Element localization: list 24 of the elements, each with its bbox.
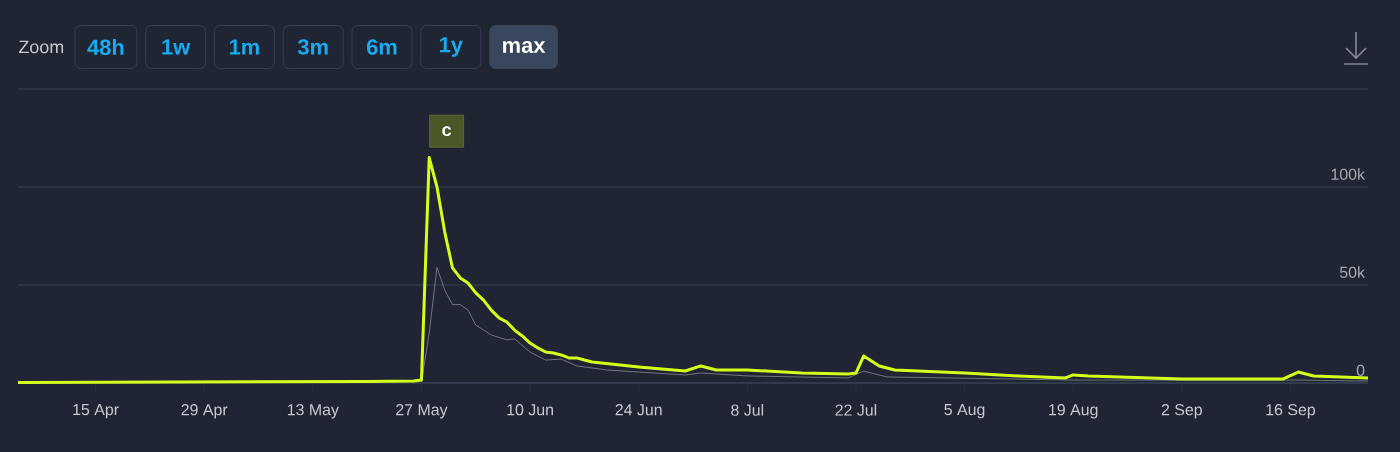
x-tick-label: 22 Jul (835, 404, 877, 416)
text: 1w (162, 39, 191, 55)
y-tick-label: 100k (1331, 168, 1366, 180)
x-tick-label: 29 Apr (181, 404, 228, 419)
text: 1m (229, 39, 259, 55)
x-tick-label: 10 Jun (507, 404, 553, 416)
x-tick-label: 2 Sep (1161, 404, 1202, 419)
y-tick-label: 0 (1356, 364, 1365, 376)
text: Zoom (18, 40, 64, 54)
x-tick-label: 27 May (396, 404, 448, 419)
x-tick-label: 5 Aug (944, 404, 985, 419)
text: max (503, 40, 546, 54)
text: 48h (87, 38, 124, 56)
text: 3m (297, 39, 328, 55)
x-tick-label: 15 Apr (73, 404, 119, 419)
x-tick-label: 13 May (287, 404, 339, 419)
x-tick-label: 24 Jun (615, 404, 662, 416)
text: 6m (366, 39, 397, 55)
text: 1y (439, 37, 463, 57)
annotation: c (442, 126, 452, 137)
x-tick-label: 19 Aug (1049, 404, 1098, 419)
x-tick-label: 16 Sep (1266, 404, 1315, 419)
x-tick-label: 8 Jul (731, 404, 764, 416)
y-tick-label: 50k (1339, 266, 1366, 278)
